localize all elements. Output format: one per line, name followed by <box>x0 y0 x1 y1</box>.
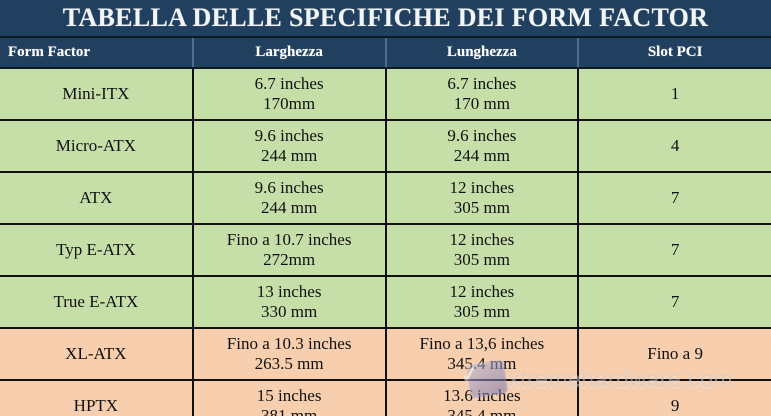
cell-lunghezza-mm: 244 mm <box>453 146 510 165</box>
cell-larghezza-mm: 170mm <box>263 94 316 113</box>
cell-lunghezza: 13.6 inches 345.4 mm <box>385 380 580 416</box>
cell-form-factor: Typ E-ATX <box>0 224 194 277</box>
cell-slot-pci: 7 <box>578 224 771 277</box>
page-title: TABELLA DELLE SPECIFICHE DEI FORM FACTOR <box>0 0 771 38</box>
cell-larghezza: 13 inches 330 mm <box>192 276 387 329</box>
cell-larghezza: Fino a 10.3 inches 263.5 mm <box>192 328 387 381</box>
cell-form-factor: Micro-ATX <box>0 120 194 173</box>
cell-larghezza: 15 inches 381 mm <box>192 380 387 416</box>
cell-slot-pci: 7 <box>578 172 771 225</box>
table-row: Micro-ATX 9.6 inches 244 mm 9.6 inches 2… <box>0 120 771 173</box>
cell-lunghezza-inches: 9.6 inches <box>447 126 517 146</box>
cell-lunghezza-inches: 12 inches <box>449 230 515 250</box>
cell-lunghezza: 12 inches 305 mm <box>385 224 580 277</box>
cell-lunghezza: 6.7 inches 170 mm <box>385 68 580 121</box>
cell-lunghezza-mm: 170 mm <box>453 94 510 113</box>
cell-lunghezza-mm: 345.4 mm <box>447 406 517 416</box>
column-header-slot-pci: Slot PCI <box>578 37 771 69</box>
cell-form-factor: True E-ATX <box>0 276 194 329</box>
cell-lunghezza: Fino a 13,6 inches 345.4 mm <box>385 328 580 381</box>
cell-larghezza-inches: Fino a 10.3 inches <box>226 334 352 354</box>
cell-lunghezza-mm: 305 mm <box>453 198 510 217</box>
cell-larghezza-mm: 272mm <box>263 250 316 269</box>
cell-larghezza: 9.6 inches 244 mm <box>192 172 387 225</box>
table-header-row: Form Factor Larghezza Lunghezza Slot PCI <box>0 37 771 69</box>
table-row: ATX 9.6 inches 244 mm 12 inches 305 mm 7 <box>0 172 771 225</box>
cell-form-factor: Mini-ITX <box>0 68 194 121</box>
cell-slot-pci: 9 <box>578 380 771 416</box>
cell-lunghezza-inches: 13.6 inches <box>443 386 521 406</box>
cell-lunghezza: 9.6 inches 244 mm <box>385 120 580 173</box>
column-header-lunghezza: Lunghezza <box>385 37 580 69</box>
cell-slot-pci: 7 <box>578 276 771 329</box>
column-header-form-factor: Form Factor <box>0 37 194 69</box>
column-header-larghezza: Larghezza <box>192 37 387 69</box>
cell-lunghezza-mm: 345.4 mm <box>447 354 517 373</box>
cell-form-factor: XL-ATX <box>0 328 194 381</box>
cell-larghezza: 9.6 inches 244 mm <box>192 120 387 173</box>
table-row: Typ E-ATX Fino a 10.7 inches 272mm 12 in… <box>0 224 771 277</box>
cell-lunghezza-mm: 305 mm <box>453 250 510 269</box>
cell-lunghezza-mm: 305 mm <box>453 302 510 321</box>
table-row: XL-ATX Fino a 10.3 inches 263.5 mm Fino … <box>0 328 771 381</box>
cell-larghezza-mm: 263.5 mm <box>254 354 324 373</box>
table-row: True E-ATX 13 inches 330 mm 12 inches 30… <box>0 276 771 329</box>
cell-lunghezza: 12 inches 305 mm <box>385 172 580 225</box>
table-row: HPTX 15 inches 381 mm 13.6 inches 345.4 … <box>0 380 771 416</box>
cell-larghezza-inches: 9.6 inches <box>254 126 324 146</box>
cell-lunghezza-inches: Fino a 13,6 inches <box>419 334 545 354</box>
cell-larghezza-mm: 244 mm <box>261 198 318 217</box>
cell-larghezza: 6.7 inches 170mm <box>192 68 387 121</box>
cell-larghezza: Fino a 10.7 inches 272mm <box>192 224 387 277</box>
cell-larghezza-inches: 6.7 inches <box>254 74 324 94</box>
cell-form-factor: HPTX <box>0 380 194 416</box>
table-title-row: TABELLA DELLE SPECIFICHE DEI FORM FACTOR <box>0 0 771 38</box>
cell-lunghezza: 12 inches 305 mm <box>385 276 580 329</box>
cell-slot-pci: Fino a 9 <box>578 328 771 381</box>
cell-larghezza-mm: 381 mm <box>261 406 318 416</box>
cell-larghezza-inches: 9.6 inches <box>254 178 324 198</box>
cell-slot-pci: 4 <box>578 120 771 173</box>
cell-lunghezza-inches: 12 inches <box>449 282 515 302</box>
cell-lunghezza-inches: 6.7 inches <box>447 74 517 94</box>
table-row: Mini-ITX 6.7 inches 170mm 6.7 inches 170… <box>0 68 771 121</box>
cell-larghezza-inches: 13 inches <box>256 282 322 302</box>
cell-lunghezza-inches: 12 inches <box>449 178 515 198</box>
cell-larghezza-mm: 330 mm <box>261 302 318 321</box>
cell-larghezza-inches: 15 inches <box>256 386 322 406</box>
cell-larghezza-inches: Fino a 10.7 inches <box>226 230 352 250</box>
cell-form-factor: ATX <box>0 172 194 225</box>
cell-larghezza-mm: 244 mm <box>261 146 318 165</box>
cell-slot-pci: 1 <box>578 68 771 121</box>
